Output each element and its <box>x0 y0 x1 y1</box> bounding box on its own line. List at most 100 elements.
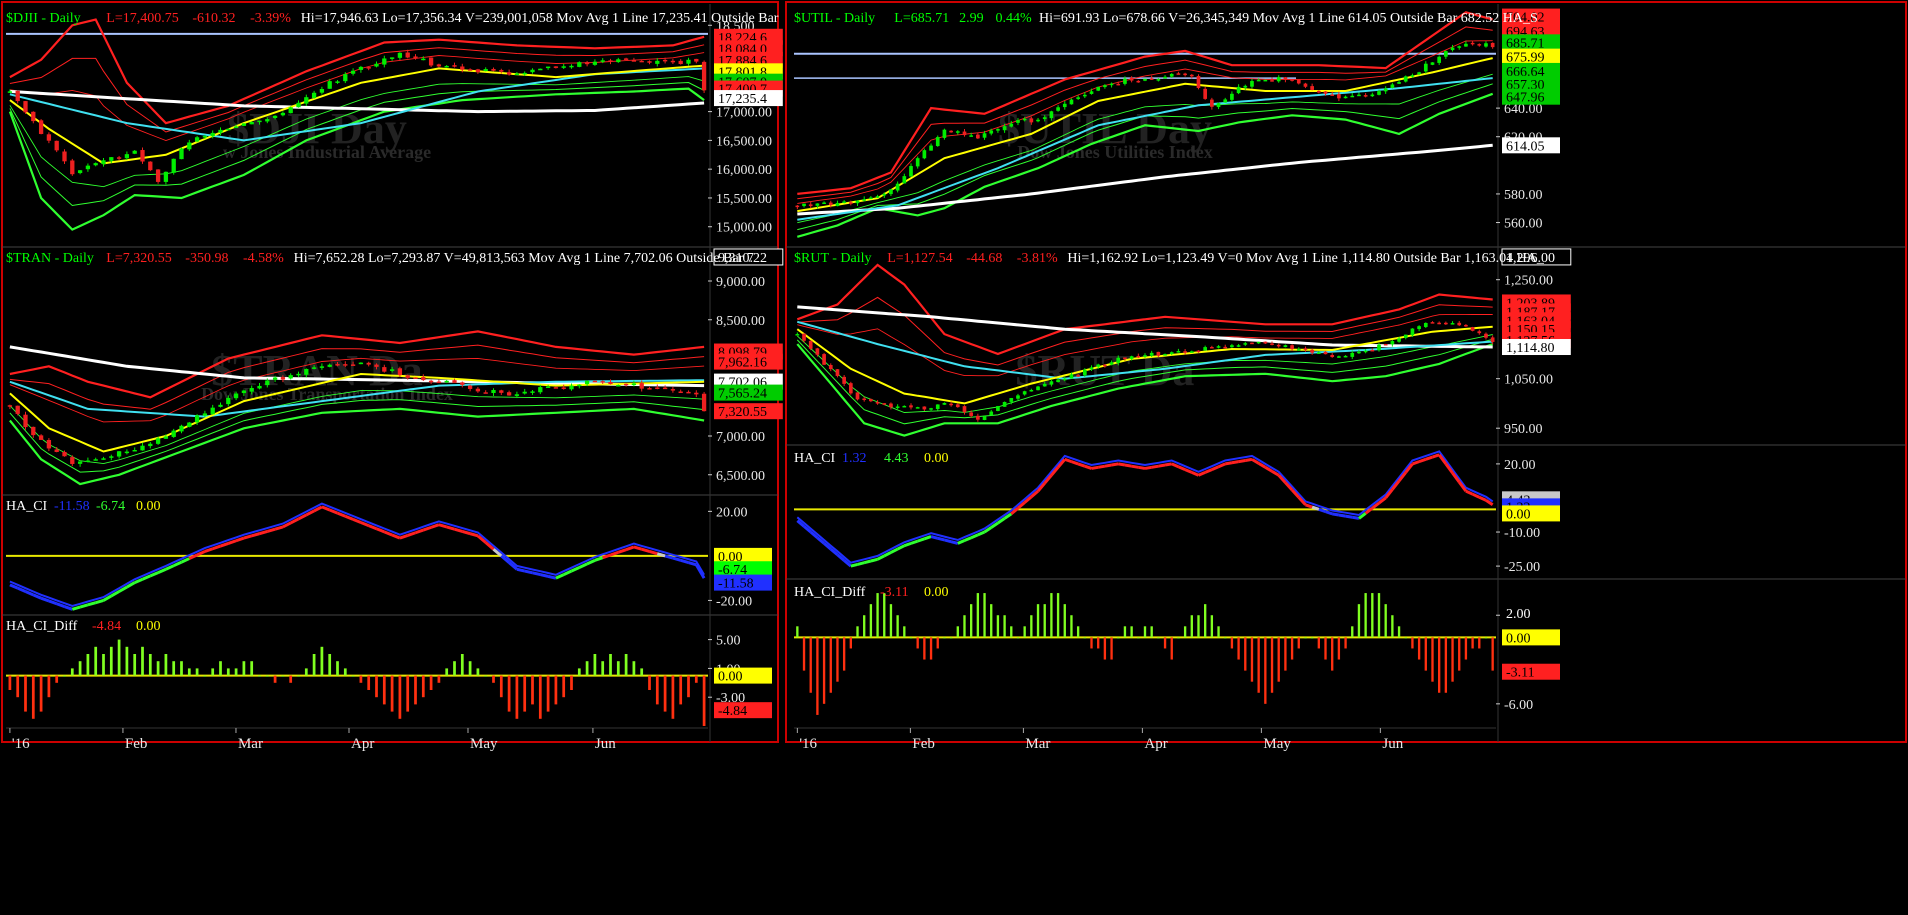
tran_diff-price-tag <box>714 702 772 719</box>
util_ci-ci-segment <box>1097 464 1106 469</box>
djx-candle-body <box>319 88 325 93</box>
tran_ci-price-tag-label: 0.00 <box>718 550 743 565</box>
djx-sma-200-line <box>9 90 705 114</box>
tran_diff-diff-bar <box>258 675 261 677</box>
util-price-tag-label: 675.99 <box>1506 51 1545 66</box>
tran_diff-diff-bar <box>375 675 378 698</box>
right-x-tick-label: Mar <box>1025 736 1050 752</box>
util_diff-diff-bar <box>929 637 933 660</box>
rut-candle-body <box>835 369 840 376</box>
tran_ci-ytick-label: -20.00 <box>716 594 752 609</box>
rut-candle-body <box>1444 322 1448 325</box>
tran_ci-ci-segment <box>508 561 518 571</box>
djx-candle-body <box>272 115 278 119</box>
util_diff-price-tag-label: -3.11 <box>1506 666 1535 681</box>
util-candle-body <box>1109 83 1114 86</box>
util-ytick-label: 580.00 <box>1504 188 1543 203</box>
tran_ci-ci-segment <box>594 556 604 562</box>
util_ci-ci-segment <box>1111 462 1119 467</box>
tran_ci-ci-segment <box>243 534 253 540</box>
util-candle-body <box>1203 88 1208 99</box>
tran_diff-diff-bar <box>577 668 581 676</box>
djx-header-symbol: $DJII - Daily <box>6 11 81 26</box>
tran-candle-body <box>249 388 254 392</box>
tran-candle-body <box>210 407 215 415</box>
tran_ci-ci-segment <box>532 571 541 577</box>
djx-candle-body <box>179 148 184 160</box>
tran_ci-ci-segment <box>102 594 113 602</box>
djx-candle-body <box>413 56 418 59</box>
rut-candle-body <box>1397 338 1401 342</box>
util_ci-ci-segment <box>1224 461 1233 466</box>
tran_ci-ci-segment <box>516 567 526 573</box>
util_diff-diff-bar <box>1317 637 1320 649</box>
tran-candle-body <box>77 461 83 464</box>
tran-candle-body <box>639 383 644 389</box>
rut-candle-body <box>1410 328 1415 336</box>
util_ci-ci-segment <box>1070 460 1079 466</box>
rut-candle-body <box>1477 331 1482 334</box>
tran_diff-diff-bar <box>86 654 90 676</box>
djx-candle-body <box>226 128 231 131</box>
rut-candle-body <box>1036 386 1040 391</box>
djx-candle-body <box>499 70 504 72</box>
util_ci-ci-segment <box>1471 492 1480 499</box>
util-price-tag <box>1502 8 1560 25</box>
util_diff-diff-bar <box>816 637 819 715</box>
util-candle-body <box>1169 73 1174 77</box>
util_ci-ci-segment <box>1391 480 1401 491</box>
tran_diff-diff-bar <box>102 654 105 676</box>
tran_diff-diff-bar <box>148 654 152 676</box>
tran_ci-ci-segment <box>555 573 565 580</box>
util_ci-ci-segment <box>1345 514 1353 519</box>
djx-candle-body <box>148 161 153 171</box>
util_ci-ci-segment <box>1036 482 1046 493</box>
tran_diff-diff-bar <box>655 675 659 705</box>
util_diff-diff-bar <box>1284 637 1287 671</box>
left-x-tick-label: Jun <box>595 736 616 752</box>
tran-candle-body <box>218 404 223 407</box>
tran-candle-body <box>46 439 52 449</box>
util_ci-ci-segment <box>1158 463 1166 468</box>
djx-candle-body <box>647 61 652 63</box>
util_diff-diff-bar <box>936 637 939 649</box>
tran-candle-body <box>187 422 192 427</box>
tran-candle-body <box>499 390 504 393</box>
util-candle-body <box>922 150 927 159</box>
util_ci-ci-segment <box>997 517 1006 525</box>
djx-candle-body <box>171 158 176 173</box>
tran-candle-body <box>296 373 301 376</box>
rut-candle-body <box>1490 337 1495 342</box>
util_diff-diff-bar <box>1170 637 1173 660</box>
tran_diff-pane: 5.001.00-3.000.00-4.84HA_CI_Diff-4.840.0… <box>6 619 772 726</box>
util_diff-diff-bar <box>903 626 906 638</box>
util-candle-body <box>955 131 960 133</box>
util_diff-price-tag <box>1502 629 1560 646</box>
util_diff-header-v1: -3.11 <box>880 585 909 600</box>
util-candle-body <box>1236 86 1241 94</box>
tran_ci-ci-segment <box>227 539 237 545</box>
util_ci-ci-segment <box>850 562 858 568</box>
tran_diff-diff-bar <box>492 675 495 683</box>
tran_ci-ci-segment <box>204 547 214 553</box>
util_diff-diff-bar <box>963 615 966 638</box>
tran-candle-body <box>514 394 520 396</box>
util-candle-body <box>1337 94 1341 99</box>
util_ci-ci-segment <box>870 557 878 563</box>
left-panel-frame <box>1 1 779 743</box>
djx-candle-body <box>85 165 91 170</box>
util_diff-diff-bar <box>1177 637 1180 639</box>
tran-candle-body <box>124 451 130 454</box>
util-candle-body <box>1383 88 1388 92</box>
util_ci-ci-segment <box>1297 496 1307 506</box>
util_diff-diff-bar <box>1451 637 1454 682</box>
tran_diff-diff-bar <box>195 668 199 676</box>
rut-candle-body <box>1002 401 1007 407</box>
util_diff-header-v2: 0.00 <box>924 585 949 600</box>
tran_ci-header-v2: -6.74 <box>96 499 125 514</box>
tran_diff-diff-bar <box>554 675 558 705</box>
tran-ytick-label: 8,500.00 <box>716 314 765 329</box>
rut-candle-body <box>915 407 920 409</box>
djx-candle-body <box>350 70 356 74</box>
